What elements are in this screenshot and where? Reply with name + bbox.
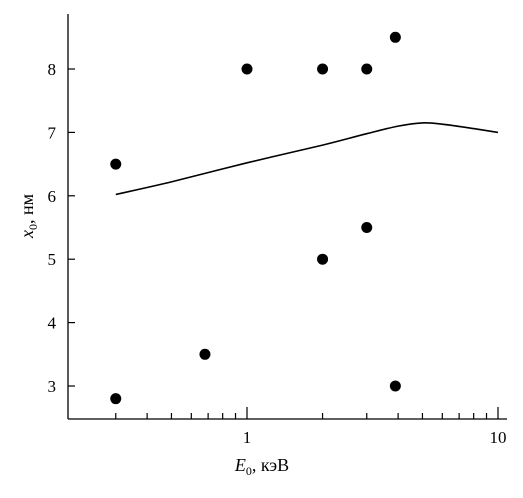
fit-curve (115, 122, 499, 196)
y-axis-label-symbol: x (17, 230, 37, 239)
y-tick-label: 3 (48, 377, 57, 396)
y-tick-label: 4 (48, 314, 57, 333)
data-point (389, 380, 401, 392)
data-points (110, 31, 401, 405)
x-ticks: 1 10 (115, 407, 507, 447)
y-tick-label: 7 (48, 123, 57, 142)
data-point (317, 253, 329, 265)
data-point (361, 63, 373, 75)
data-point (241, 63, 253, 75)
y-tick-label: 6 (48, 187, 57, 206)
data-point (110, 393, 122, 405)
x-tick-label: 1 (243, 428, 252, 447)
data-point (110, 158, 122, 170)
y-ticks: 3 4 5 6 7 8 (48, 60, 75, 396)
data-point (317, 63, 329, 75)
y-axis-label-subscript: 0 (26, 224, 40, 230)
x-axis-label: E0, кэВ (234, 455, 289, 478)
axes (67, 14, 507, 420)
x-axis-label-rest: , кэВ (252, 455, 289, 475)
x-axis-label-symbol: E (234, 455, 246, 475)
y-tick-label: 8 (48, 60, 57, 79)
x-tick-label: 10 (490, 428, 507, 447)
data-point (199, 348, 211, 360)
data-point (361, 222, 373, 233)
x-axis-label-subscript: 0 (246, 464, 252, 478)
data-point (389, 31, 401, 43)
y-axis-label: x0, нм (17, 194, 40, 239)
y-axis-label-rest: , нм (17, 194, 37, 224)
y-tick-label: 5 (48, 250, 57, 269)
